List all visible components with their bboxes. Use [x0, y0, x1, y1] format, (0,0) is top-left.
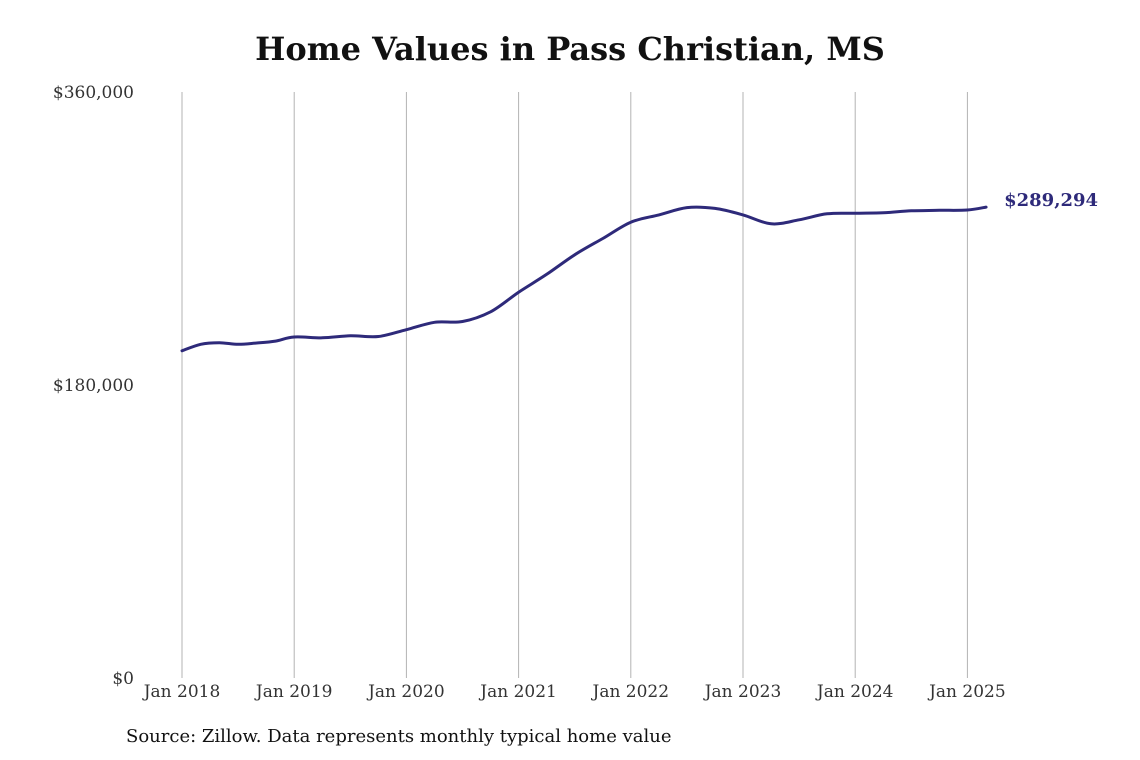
x-tick-label: Jan 2023 [703, 682, 782, 702]
x-tick-label: Jan 2020 [366, 682, 445, 702]
end-value-label: $289,294 [1004, 190, 1098, 211]
x-axis-ticks: Jan 2018 Jan 2019 Jan 2020 Jan 2021 Jan 2022… [142, 682, 1006, 702]
x-tick-label: Jan 2018 [142, 682, 221, 702]
x-tick-label: Jan 2022 [591, 682, 670, 702]
y-tick-label: $0 [112, 669, 134, 689]
vertical-grid [181, 92, 968, 678]
series-line-layer [180, 205, 988, 353]
end-value-layer: $289,294 [1004, 190, 1098, 211]
x-tick-label: Jan 2025 [927, 682, 1006, 702]
source-note: Source: Zillow. Data represents monthly … [126, 726, 672, 747]
series-line [180, 205, 988, 353]
x-tick-label: Jan 2021 [478, 682, 557, 702]
y-tick-label: $360,000 [53, 83, 134, 103]
chart-title: Home Values in Pass Christian, MS [255, 30, 885, 68]
x-tick-label: Jan 2024 [815, 682, 894, 702]
y-tick-label: $180,000 [53, 376, 134, 396]
y-axis-ticks: $0 $180,000 $360,000 [53, 83, 134, 689]
x-tick-label: Jan 2019 [254, 682, 333, 702]
